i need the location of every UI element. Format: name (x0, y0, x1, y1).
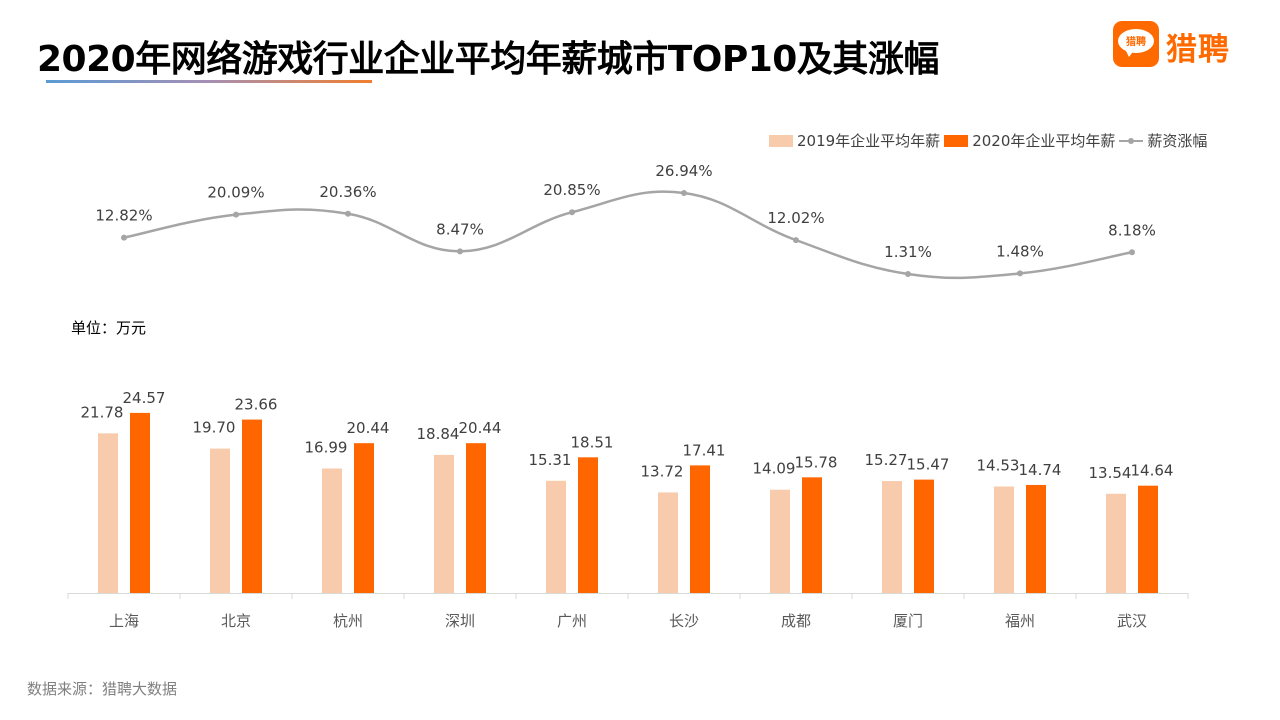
bar-label-2019: 13.54 (1089, 464, 1132, 482)
growth-label: 12.82% (95, 207, 152, 225)
legend-label-growth: 薪资涨幅 (1147, 132, 1208, 150)
unit-label: 单位：万元 (71, 319, 147, 337)
liepin-logo-icon: 猎聘 (1113, 21, 1159, 67)
bar-2019 (434, 454, 454, 593)
growth-point (681, 189, 687, 196)
category-label: 福州 (1005, 612, 1035, 630)
growth-label: 20.85% (543, 181, 600, 199)
bar-label-2020: 14.74 (1019, 461, 1062, 479)
bar-label-2020: 24.57 (123, 389, 166, 407)
bar-label-2019: 16.99 (305, 438, 348, 456)
growth-label: 1.31% (884, 243, 932, 261)
growth-point (793, 237, 799, 244)
growth-line (122, 190, 1134, 280)
legend-item-growth: 薪资涨幅 (1119, 130, 1207, 151)
growth-point (905, 270, 911, 277)
growth-point (1017, 270, 1023, 277)
growth-point (1129, 249, 1135, 256)
bar-2019 (322, 468, 342, 593)
bar-2019 (546, 480, 566, 593)
bar-2019 (1106, 493, 1126, 593)
logo-icon-text: 猎聘 (1126, 37, 1146, 48)
category-label: 广州 (557, 612, 587, 630)
growth-point (569, 209, 575, 216)
speech-bubble-tail (1125, 49, 1135, 57)
category-label: 成都 (781, 612, 811, 630)
bar-2020 (578, 457, 598, 593)
data-source-label: 数据来源：猎聘大数据 (27, 680, 178, 698)
legend-label-2019: 2019年企业平均年薪 (797, 132, 941, 150)
category-label: 长沙 (669, 612, 699, 630)
bar-2019 (658, 492, 678, 593)
bar-label-2019: 14.09 (753, 460, 796, 478)
bar-2020 (354, 443, 374, 593)
growth-point (345, 210, 351, 217)
bar-label-2019: 18.84 (417, 425, 460, 443)
legend-item-2019: 2019年企业平均年薪 (769, 130, 940, 151)
bar-2019 (210, 448, 230, 593)
growth-label: 8.47% (436, 220, 484, 238)
speech-bubble-icon (1118, 29, 1154, 53)
bar-label-2019: 21.78 (81, 403, 124, 421)
bar-2020 (690, 465, 710, 593)
bar-2020 (914, 479, 934, 593)
category-label: 北京 (221, 612, 251, 630)
bar-2020 (130, 412, 150, 593)
bar-2020 (242, 419, 262, 593)
legend-item-2020: 2020年企业平均年薪 (944, 130, 1115, 151)
page-title: 2020年网络游戏行业企业平均年薪城市TOP10及其涨幅 (37, 39, 939, 80)
bar-2019 (98, 433, 118, 593)
growth-line-layer: 12.82% 20.09% 20.36% 8.47% 20.85% 26.94% 12.02… (95, 162, 1156, 280)
legend-swatch-2019 (769, 134, 793, 147)
growth-label: 26.94% (655, 162, 712, 180)
logo-text: 猎聘 (1166, 32, 1230, 68)
bar-2019 (770, 489, 790, 593)
bar-label-2019: 15.31 (529, 451, 572, 469)
bar-label-2020: 15.78 (795, 453, 838, 471)
x-axis: 上海 北京 杭州 深圳 广州 长沙 成都 厦门 福州 武汉 (67, 593, 1189, 630)
bar-label-2020: 20.44 (459, 419, 502, 437)
bar-label-2019: 19.70 (193, 419, 236, 437)
bar-label-2020: 15.47 (907, 456, 950, 474)
bar-2020 (1138, 485, 1158, 593)
legend-line-marker-icon (1119, 135, 1144, 147)
category-label: 上海 (109, 612, 139, 630)
growth-point (121, 234, 127, 241)
category-label: 深圳 (445, 612, 475, 630)
bar-2019 (882, 481, 902, 593)
title-underline (46, 80, 372, 83)
legend-swatch-2020 (944, 134, 969, 147)
bar-label-2020: 23.66 (235, 396, 278, 414)
bar-label-2019: 13.72 (641, 462, 684, 480)
bar-label-2020: 18.51 (571, 433, 614, 451)
bar-2020 (466, 443, 486, 593)
bar-label-2020: 20.44 (347, 419, 390, 437)
category-label: 武汉 (1117, 612, 1147, 630)
chart-legend: 2019年企业平均年薪 2020年企业平均年薪 薪资涨幅 (769, 130, 1211, 151)
bar-2020 (1026, 484, 1046, 593)
category-label: 杭州 (333, 612, 363, 630)
bar-2019 (994, 486, 1014, 593)
bar-2020 (802, 477, 822, 593)
growth-point (457, 248, 463, 255)
bar-label-2020: 14.64 (1131, 462, 1174, 480)
bar-label-2020: 17.41 (683, 441, 726, 459)
growth-label: 12.02% (767, 209, 824, 227)
category-label: 厦门 (893, 612, 923, 630)
bar-label-2019: 15.27 (865, 451, 908, 469)
bar-label-2019: 14.53 (977, 456, 1020, 474)
growth-label: 20.09% (207, 184, 264, 202)
growth-label: 20.36% (319, 183, 376, 201)
growth-label: 8.18% (1108, 221, 1156, 239)
legend-label-2020: 2020年企业平均年薪 (972, 132, 1116, 150)
growth-point (233, 211, 239, 218)
growth-label: 1.48% (996, 242, 1044, 260)
